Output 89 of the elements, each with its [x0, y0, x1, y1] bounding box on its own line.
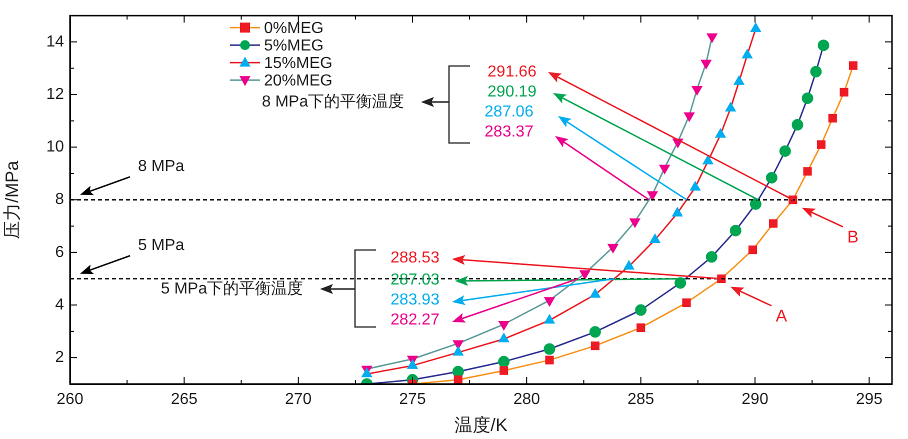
point: [766, 172, 778, 184]
point: [452, 366, 464, 378]
point: [647, 191, 658, 200]
point: [742, 49, 752, 58]
point: [750, 23, 761, 32]
point: [816, 140, 826, 149]
annotation: 291.66: [488, 63, 537, 80]
point: [802, 92, 814, 104]
annotation: 5 MPa下的平衡温度: [160, 279, 304, 298]
point: [407, 360, 418, 369]
point: [682, 298, 691, 307]
y-tick-label: 8: [55, 191, 64, 208]
point: [725, 102, 736, 112]
point: [674, 277, 686, 289]
legend-label: 20%MEG: [264, 72, 332, 90]
annotation: 287.06: [484, 103, 534, 120]
point: [453, 340, 464, 350]
x-tick-label: 295: [856, 391, 883, 408]
y-tick-label: 2: [55, 349, 64, 366]
point: [362, 368, 372, 378]
x-axis-title: 温度/K: [454, 415, 508, 436]
point: [672, 207, 682, 216]
point: [660, 164, 670, 174]
point: [715, 128, 726, 138]
point: [706, 33, 718, 42]
annotation: 8 MPa下的平衡温度: [262, 92, 404, 110]
point: [590, 288, 600, 298]
point: [818, 40, 830, 52]
y-tick-label: 10: [46, 138, 64, 156]
point: [702, 155, 714, 164]
x-tick-label: 290: [742, 391, 768, 408]
point: [453, 346, 464, 356]
x-tick-label: 275: [399, 391, 426, 408]
point: [692, 86, 702, 96]
point: [803, 167, 812, 176]
point: [498, 333, 509, 342]
x-tick-label: 270: [284, 391, 312, 408]
x-tick-label: 280: [513, 391, 540, 408]
point: [545, 356, 554, 364]
x-tick-label: 265: [170, 391, 198, 408]
point: [734, 76, 744, 85]
point: [768, 219, 778, 228]
annotation: 283.37: [484, 123, 534, 140]
point: [748, 246, 757, 254]
point: [706, 251, 718, 263]
ref-line-label: 8 MPa: [138, 158, 184, 176]
point: [750, 198, 762, 210]
annotation: A: [776, 306, 788, 326]
annotation: 287.03: [390, 271, 440, 288]
point: [701, 60, 712, 69]
point: [828, 114, 837, 123]
point: [684, 112, 694, 122]
point: [454, 376, 462, 384]
point: [544, 343, 556, 355]
annotation: 290.19: [488, 83, 537, 100]
point: [498, 356, 510, 368]
point: [635, 304, 647, 316]
point: [636, 323, 646, 332]
point: [690, 182, 700, 191]
point: [810, 66, 822, 78]
point: [848, 61, 858, 70]
annotation: 288.53: [390, 249, 440, 266]
point: [589, 326, 601, 338]
point: [779, 145, 791, 157]
point: [590, 342, 600, 350]
annotation: 282.27: [390, 311, 440, 328]
y-tick-label: 14: [46, 33, 64, 50]
point: [650, 234, 660, 244]
point: [608, 244, 618, 253]
x-tick-label: 260: [56, 391, 84, 408]
y-tick-label: 6: [55, 244, 64, 261]
point: [792, 119, 804, 131]
point: [840, 88, 848, 96]
annotation: 283.93: [390, 291, 440, 308]
point: [544, 314, 555, 324]
point: [624, 260, 634, 270]
legend-label: 0%MEG: [264, 20, 324, 38]
ref-line-label: 5 MPa: [138, 237, 184, 254]
point: [730, 224, 742, 236]
legend-label: 5%MEG: [264, 38, 324, 55]
y-axis-title: 压力/MPa: [2, 160, 22, 239]
legend-label: 15%MEG: [264, 55, 332, 72]
point: [580, 270, 590, 280]
point: [630, 218, 640, 228]
x-tick-label: 285: [627, 391, 654, 408]
y-tick-label: 4: [55, 296, 64, 314]
point: [500, 366, 508, 375]
y-tick-label: 12: [46, 86, 64, 103]
annotation: B: [847, 227, 859, 246]
